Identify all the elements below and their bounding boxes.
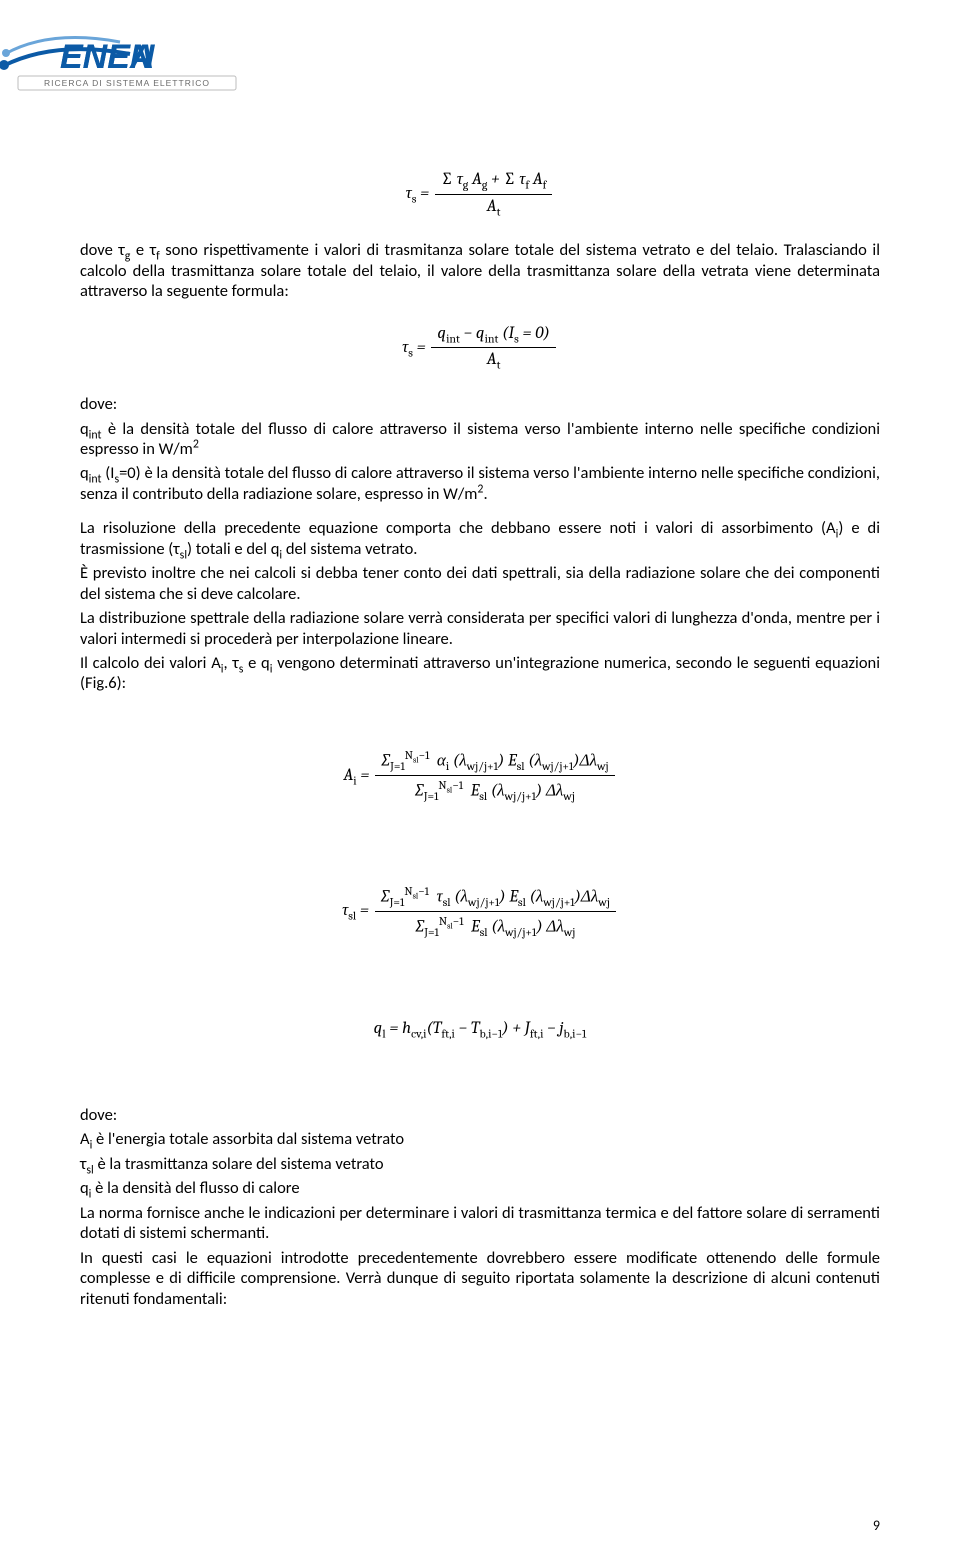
equation-tau-s-1: τs = ∑ τg Ag + ∑ τf Af At bbox=[80, 170, 880, 218]
equation-Ai: Ai = ∑J=1Nsl−1 αi (λwj/j+1) Esl (λwj/j+1… bbox=[80, 748, 880, 804]
para-10: La norma fornisce anche le indicazioni p… bbox=[80, 1203, 880, 1244]
para-1: dove τg e τf sono rispettivamente i valo… bbox=[80, 240, 880, 301]
svg-text:ENEA: ENEA bbox=[60, 38, 154, 76]
para-11: In questi casi le equazioni introdotte p… bbox=[80, 1248, 880, 1309]
equation-tau-sl: τsl = ∑J=1Nsl−1 τsl (λwj/j+1) Esl (λwj/j… bbox=[80, 884, 880, 940]
page-number: 9 bbox=[873, 1517, 880, 1534]
para-6: Il calcolo dei valori Ai, τs e qi vengon… bbox=[80, 653, 880, 694]
para-7: Ai è l'energia totale assorbita dal sist… bbox=[80, 1129, 880, 1149]
para-2a: qint è la densità totale del flusso di c… bbox=[80, 419, 880, 460]
para-3: La risoluzione della precedente equazion… bbox=[80, 518, 880, 559]
dove-1: dove: bbox=[80, 394, 880, 414]
para-9: qi è la densità del flusso di calore bbox=[80, 1178, 880, 1198]
page-content: τs = ∑ τg Ag + ∑ τf Af At dove τg e τf s… bbox=[80, 170, 880, 1309]
para-5: La distribuzione spettrale della radiazi… bbox=[80, 608, 880, 649]
page: ENEN ENEA RICERCA DI SISTEMA ELETTRICO τ… bbox=[0, 0, 960, 1552]
equation-tau-s-2: τs = qint − qint (Is = 0) At bbox=[80, 324, 880, 372]
equation-ql: ql = hcv,i(Tft,i − Tb,i−1) + Jft,i − jb,… bbox=[80, 1019, 880, 1041]
dove-2: dove: bbox=[80, 1105, 880, 1125]
para-8: τsl è la trasmittanza solare del sistema… bbox=[80, 1154, 880, 1174]
para-4: È previsto inoltre che nei calcoli si de… bbox=[80, 563, 880, 604]
para-2b: qint (Is=0) è la densità totale del flus… bbox=[80, 463, 880, 504]
logo-enea: ENEN ENEA RICERCA DI SISTEMA ELETTRICO bbox=[0, 24, 260, 104]
logo-subtitle: RICERCA DI SISTEMA ELETTRICO bbox=[44, 78, 210, 88]
